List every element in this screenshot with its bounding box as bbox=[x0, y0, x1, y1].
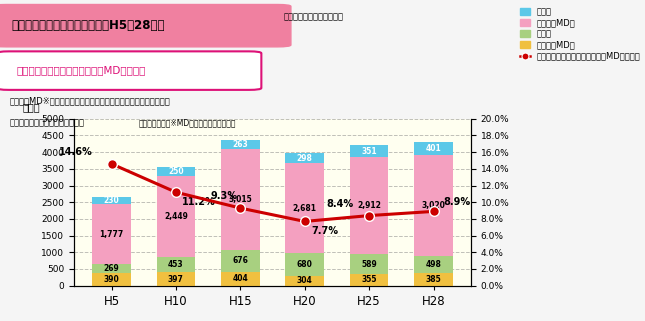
Text: 390: 390 bbox=[104, 275, 119, 284]
Text: 680: 680 bbox=[297, 260, 313, 269]
Bar bbox=[157, 176, 195, 257]
Bar bbox=[92, 197, 131, 204]
Bar bbox=[221, 140, 260, 149]
Text: 2,681: 2,681 bbox=[293, 204, 317, 213]
Text: 医学系大学院における基礎系（MD）の割合: 医学系大学院における基礎系（MD）の割合 bbox=[16, 65, 146, 76]
Bar bbox=[350, 157, 388, 254]
Text: 401: 401 bbox=[426, 144, 441, 153]
Text: 1,777: 1,777 bbox=[99, 230, 124, 239]
Text: 8.9%: 8.9% bbox=[443, 197, 470, 207]
Bar bbox=[285, 163, 324, 253]
Text: 2,912: 2,912 bbox=[357, 201, 381, 210]
FancyBboxPatch shape bbox=[0, 51, 261, 90]
Text: 269: 269 bbox=[104, 264, 119, 273]
Text: 304: 304 bbox=[297, 276, 313, 285]
Bar bbox=[221, 149, 260, 250]
Text: ※MDとは医師免許を持つ者: ※MDとは医師免許を持つ者 bbox=[139, 119, 236, 128]
Bar bbox=[350, 145, 388, 157]
Text: 397: 397 bbox=[168, 274, 184, 283]
Text: 14.6%: 14.6% bbox=[59, 147, 92, 157]
Text: 298: 298 bbox=[297, 154, 313, 163]
Bar bbox=[285, 253, 324, 275]
Text: 351: 351 bbox=[361, 147, 377, 156]
Text: 9.3%: 9.3% bbox=[210, 191, 237, 201]
Text: 676: 676 bbox=[232, 256, 248, 265]
Bar bbox=[157, 257, 195, 273]
Legend: 臨床系, 臨床系（MD）, 基礎系, 基礎系（MD）, 大学院進学者における基礎系（MD）の割合: 臨床系, 臨床系（MD）, 基礎系, 基礎系（MD）, 大学院進学者における基礎… bbox=[521, 7, 641, 61]
Text: 453: 453 bbox=[168, 260, 184, 269]
Text: 355: 355 bbox=[361, 275, 377, 284]
Text: 3,015: 3,015 bbox=[228, 195, 252, 204]
Text: 3,020: 3,020 bbox=[422, 201, 446, 210]
Bar bbox=[414, 142, 453, 155]
Bar bbox=[157, 167, 195, 176]
Text: 589: 589 bbox=[361, 259, 377, 268]
Text: 498: 498 bbox=[426, 260, 441, 269]
Text: 基礎系（MD※）の割合は、増加基調にあるものの、ほぼ横ばいであ: 基礎系（MD※）の割合は、増加基調にあるものの、ほぼ横ばいであ bbox=[10, 96, 170, 105]
Bar bbox=[350, 274, 388, 286]
Bar bbox=[414, 155, 453, 256]
Text: 2,449: 2,449 bbox=[164, 212, 188, 221]
Bar bbox=[221, 250, 260, 272]
Text: 8.4%: 8.4% bbox=[326, 199, 353, 209]
Text: （人）: （人） bbox=[23, 102, 40, 112]
Bar bbox=[285, 275, 324, 286]
Bar bbox=[414, 256, 453, 273]
Bar bbox=[285, 153, 324, 163]
Bar bbox=[92, 264, 131, 273]
Text: り、その割合を高めることが必要: り、その割合を高めることが必要 bbox=[10, 119, 84, 128]
Bar bbox=[157, 273, 195, 286]
Bar bbox=[92, 204, 131, 264]
Bar bbox=[414, 273, 453, 286]
Bar bbox=[221, 272, 260, 286]
Text: 263: 263 bbox=[232, 140, 248, 149]
Bar bbox=[350, 254, 388, 274]
Text: 404: 404 bbox=[232, 274, 248, 283]
Text: （出典）　文部科学省調べ: （出典） 文部科学省調べ bbox=[284, 13, 344, 22]
Text: 230: 230 bbox=[104, 196, 119, 205]
Text: 11.2%: 11.2% bbox=[183, 197, 216, 207]
Bar bbox=[92, 273, 131, 286]
Text: 250: 250 bbox=[168, 167, 184, 176]
FancyBboxPatch shape bbox=[0, 4, 291, 47]
Text: 385: 385 bbox=[426, 275, 441, 284]
Text: 基礎研究医養成に関する状況（H5～28年）: 基礎研究医養成に関する状況（H5～28年） bbox=[12, 19, 165, 32]
Text: 7.7%: 7.7% bbox=[311, 226, 338, 237]
